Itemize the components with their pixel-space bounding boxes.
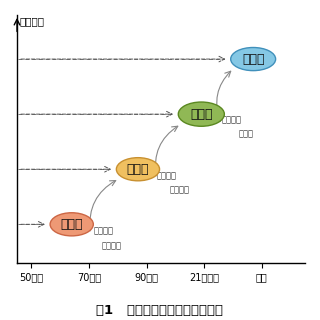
Text: 机械化: 机械化 xyxy=(60,218,83,231)
Text: 建设分代: 建设分代 xyxy=(20,16,45,26)
Text: 智能化: 智能化 xyxy=(242,52,264,66)
Text: 仿真分析: 仿真分析 xyxy=(170,186,190,195)
Text: 闭环控: 闭环控 xyxy=(239,129,254,138)
Text: 智能温控: 智能温控 xyxy=(221,115,242,124)
Ellipse shape xyxy=(178,102,224,126)
Ellipse shape xyxy=(231,47,276,71)
Text: 流水作业: 流水作业 xyxy=(102,242,122,251)
Text: 数字监测: 数字监测 xyxy=(157,171,177,180)
Text: 自动化: 自动化 xyxy=(127,163,149,176)
Ellipse shape xyxy=(50,213,93,236)
Text: 图1   大坝建设发展的革命性阶段: 图1 大坝建设发展的革命性阶段 xyxy=(97,304,223,317)
Text: 数字化: 数字化 xyxy=(190,108,212,121)
Text: 施工监控: 施工监控 xyxy=(94,227,114,236)
Ellipse shape xyxy=(116,158,160,181)
